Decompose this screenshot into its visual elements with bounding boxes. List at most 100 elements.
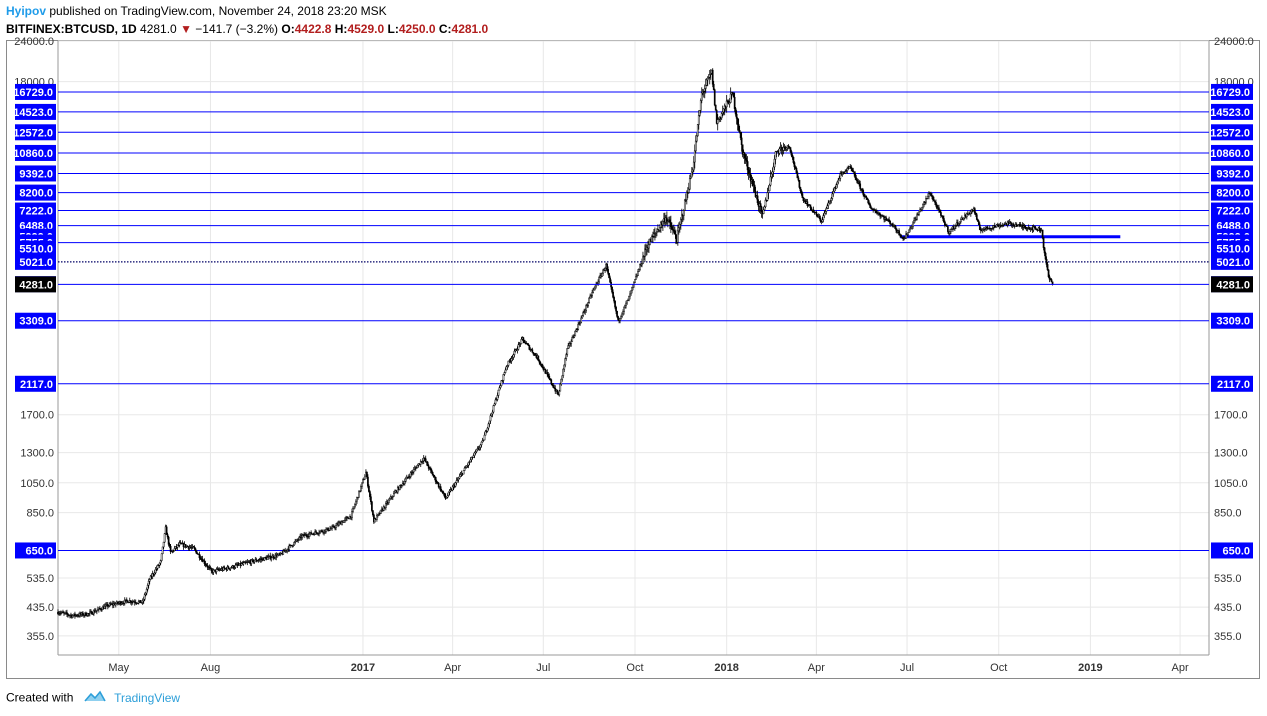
candle-body [736, 118, 739, 125]
candle-body [620, 316, 622, 319]
candle-body [1050, 279, 1053, 283]
candle-body [679, 218, 682, 225]
candle-body [1041, 229, 1044, 238]
candle-body [443, 493, 446, 497]
candle-body [162, 541, 165, 548]
candle-body [352, 508, 354, 512]
candle-body [648, 244, 650, 249]
candle-body [500, 380, 503, 386]
candle-body [728, 102, 731, 105]
candle-body [753, 184, 756, 192]
candle-body [806, 201, 809, 206]
candle-body [556, 389, 559, 394]
candle-body [796, 172, 799, 179]
candle-body [376, 515, 378, 520]
x-tick-label: Jul [900, 662, 914, 674]
candle-body [550, 379, 553, 384]
candle-body [714, 104, 717, 111]
candle-body [512, 354, 515, 358]
candle-body [676, 230, 679, 243]
level-label-bg-left [15, 276, 56, 293]
y-tick-label-left: 535.0 [26, 573, 54, 585]
candle-body [662, 221, 664, 226]
author-name[interactable]: Hyipov [6, 4, 47, 18]
level-label-left: 7222.0 [19, 206, 53, 218]
candle-body [335, 525, 337, 528]
candle-body [371, 501, 373, 511]
candle-body [442, 492, 445, 494]
level-label-bg-left [15, 184, 56, 201]
level-label-right: 2117.0 [1217, 379, 1250, 391]
candle-body [426, 462, 429, 467]
candle-body [369, 491, 371, 497]
candle-body [1044, 252, 1047, 260]
candle-body [503, 372, 506, 375]
candle-body [770, 173, 773, 178]
candle-body [431, 472, 434, 476]
candle-body [490, 413, 493, 417]
candle-body [165, 526, 168, 535]
candle-body [623, 306, 625, 312]
candle-body [145, 588, 148, 594]
candle-body [798, 179, 801, 188]
candle-body [123, 599, 126, 604]
x-tick-label: 2017 [351, 662, 375, 674]
candle-body [458, 476, 461, 479]
candle-body [266, 557, 269, 560]
level-label-right: 7222.0 [1216, 206, 1250, 218]
candle-body [693, 150, 696, 163]
tradingview-brand-link[interactable]: TradingView [114, 690, 181, 705]
candle-body [812, 209, 815, 213]
candle-body [740, 137, 743, 145]
candle-body [632, 284, 634, 289]
candle-body [866, 197, 869, 200]
candle-body [631, 287, 633, 292]
candle-body [949, 231, 951, 234]
candle-body [194, 548, 197, 551]
candle-body [708, 74, 711, 78]
candle-body [827, 202, 830, 207]
candle-body [329, 528, 331, 531]
candle-body [343, 520, 345, 523]
candle-body [125, 599, 128, 601]
level-label-left: 12572.0 [13, 127, 53, 139]
candle-body [626, 300, 628, 304]
candle-body [638, 269, 640, 272]
tradingview-logo-icon[interactable] [83, 690, 107, 707]
candle-body [670, 222, 672, 227]
candle-body [72, 615, 74, 618]
candle-body [699, 100, 702, 111]
candle-body [598, 277, 600, 283]
candle-body [493, 403, 496, 406]
y-tick-label-right: 1700.0 [1214, 410, 1248, 422]
candle-body [571, 337, 574, 342]
candle-body [499, 385, 502, 388]
candle-body [762, 209, 765, 214]
candle-body [824, 211, 827, 214]
candle-body [711, 69, 714, 85]
candle-body [404, 478, 407, 482]
candle-body [479, 444, 482, 448]
candle-body [822, 215, 825, 220]
candle-body [773, 158, 776, 168]
candle-body [570, 341, 573, 344]
y-tick-label-left: 1050.0 [20, 478, 54, 490]
candle-body [756, 195, 759, 204]
candle-body [234, 564, 237, 568]
candle-body [203, 560, 206, 564]
candle-body [810, 207, 813, 211]
candle-body [716, 119, 719, 124]
candle-body [539, 361, 542, 365]
candle-body [103, 605, 106, 609]
candle-body [502, 374, 505, 381]
candle-body [480, 441, 483, 446]
candle-body [1043, 247, 1046, 254]
candle-body [126, 600, 129, 603]
candle-body [930, 193, 932, 196]
candle-body [637, 271, 639, 276]
level-label-right: 9392.0 [1216, 168, 1250, 180]
candle-body [469, 459, 472, 463]
high-label: H: [334, 22, 348, 36]
level-label-bg-right [1211, 240, 1253, 257]
